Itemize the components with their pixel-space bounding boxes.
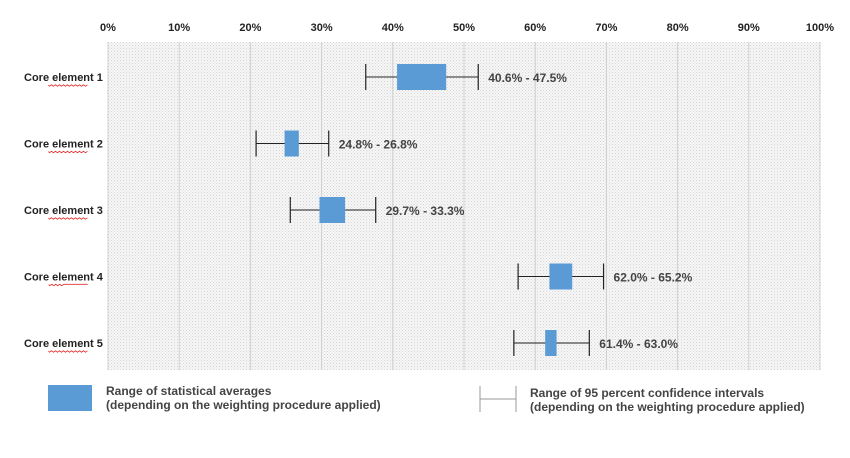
- range-row: 24.8% - 26.8%: [255, 130, 418, 157]
- data-label: 24.8% - 26.8%: [339, 138, 418, 152]
- avg-range-box: [397, 64, 447, 90]
- x-tick-label: 50%: [453, 22, 475, 34]
- spellcheck-underline: [48, 217, 88, 220]
- x-tick-label: 10%: [168, 22, 190, 34]
- category-labels: Core element 1 Core element 2 Core element…: [24, 72, 104, 353]
- x-tick-label: 90%: [738, 22, 760, 34]
- category-label: Core element 3: [24, 205, 103, 217]
- avg-range-box: [319, 197, 346, 223]
- avg-range-box: [284, 130, 299, 157]
- x-tick-label: 60%: [524, 22, 546, 34]
- avg-range-box: [549, 263, 573, 290]
- spellcheck-underline: [48, 350, 88, 353]
- data-label: 40.6% - 47.5%: [488, 71, 567, 85]
- grid-lines: [107, 42, 821, 370]
- range-marks: 40.6% - 47.5% 24.8% - 26.8% 29.7% - 33.3% 6…: [255, 64, 693, 356]
- x-tick-label: 80%: [667, 22, 689, 34]
- spellcheck-underline: [48, 283, 88, 287]
- data-label: 61.4% - 63.0%: [599, 337, 678, 351]
- category-label: Core element 4: [24, 272, 104, 284]
- data-label: 29.7% - 33.3%: [386, 204, 465, 218]
- legend-ci-line1: Range of 95 percent confidence intervals: [530, 386, 765, 400]
- x-tick-label: 30%: [311, 22, 333, 34]
- x-tick-label: 70%: [595, 22, 617, 34]
- legend-avg-swatch: [48, 385, 92, 411]
- legend-ci-line2: (depending on the weighting procedure ap…: [530, 400, 805, 414]
- category-label: Core element 5: [24, 338, 103, 350]
- x-tick-label: 100%: [806, 22, 834, 34]
- x-tick-label: 40%: [382, 22, 404, 34]
- x-axis-ticks: 0% 10% 20% 30% 40% 50% 60% 70% 80% 90% 100%: [100, 22, 834, 34]
- data-label: 62.0% - 65.2%: [614, 271, 693, 285]
- x-tick-label: 20%: [239, 22, 261, 34]
- legend-avg-line2: (depending on the weighting procedure ap…: [106, 398, 381, 412]
- legend-avg-line1: Range of statistical averages: [106, 384, 272, 398]
- avg-range-box: [545, 330, 557, 356]
- range-row: 40.6% - 47.5%: [365, 64, 567, 90]
- legend-ci-symbol: [479, 386, 517, 412]
- spellcheck-underline: [48, 150, 88, 154]
- legend-ci-text: Range of 95 percent confidence intervals…: [530, 386, 805, 414]
- category-label: Core element 1: [24, 72, 103, 84]
- range-row: 62.0% - 65.2%: [517, 263, 693, 290]
- legend-avg-text: Range of statistical averages (depending…: [106, 384, 381, 412]
- x-tick-label: 0%: [100, 22, 116, 34]
- spellcheck-underline: [48, 84, 88, 87]
- range-row: 29.7% - 33.3%: [289, 197, 465, 223]
- range-row: 61.4% - 63.0%: [513, 330, 678, 356]
- category-label: Core element 2: [24, 139, 103, 151]
